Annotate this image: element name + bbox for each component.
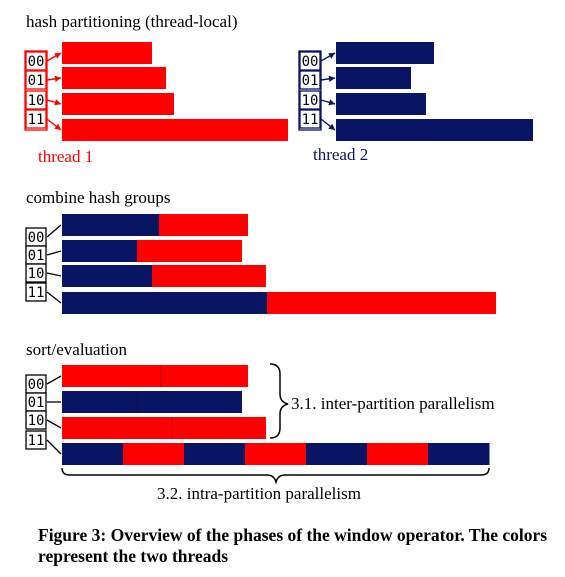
partition-key-box [299,90,321,110]
section2-title: combine hash groups [26,188,170,207]
partition-bar [62,119,288,141]
intra-segment [306,443,368,465]
partition-key-label: 00 [28,377,45,393]
partition-key-label: 11 [28,112,45,128]
inter-partition-label: 3.1. inter-partition parallelism [291,394,495,413]
hash-partitioning-section: 00 01 10 11 00 01 10 11 [24,42,533,141]
sorted-partition-bar [62,365,248,387]
combined-bar-thread2 [62,240,137,262]
partition-key-label: 00 [28,54,45,70]
partition-bar [62,67,166,89]
sorted-partition-bar [62,391,242,413]
partition-key-label: 00 [28,230,45,246]
partition-key-box [25,90,47,110]
thread-key-group [298,50,322,131]
partition-key-box [25,282,47,302]
section3-title: sort/evaluation [26,340,128,359]
partition-key-label: 11 [302,112,319,128]
intra-partition-label: 3.2. intra-partition parallelism [157,484,361,503]
connector-line [46,375,62,385]
intra-segment [184,443,246,465]
partition-key-box [25,109,47,129]
combined-bar-thread1 [159,214,248,236]
figure-caption: Figure 3: Overview of the phases of the … [38,525,548,566]
section1-title: hash partitioning (thread-local) [26,12,237,31]
intra-segment [62,443,124,465]
combined-bar-thread1 [137,240,242,262]
arrow-head [328,99,335,106]
partition-key-label: 10 [28,266,45,282]
arrow-head [54,53,61,59]
partition-bar [336,119,533,141]
intra-segment [123,443,185,465]
combined-bar-thread2 [62,292,267,314]
combine-hash-groups-section: 00 01 10 11 [25,214,496,314]
arrow-head [54,75,61,83]
window-operator-diagram: hash partitioning (thread-local) 00 01 10 1… [24,12,533,503]
combined-bar-thread2 [62,214,159,236]
partition-key-box [299,109,321,129]
thread2-label: thread 2 [313,145,368,164]
connector-line [46,419,62,429]
sorted-partition-bar [62,417,266,439]
partition-key-box [25,410,47,430]
partition-bar [336,93,426,115]
connector-line [46,439,62,455]
connector-line [46,250,62,256]
partition-key-label: 10 [28,93,45,109]
combined-bar-thread1 [267,292,496,314]
sort-evaluation-section: 00 01 10 11 [25,363,490,485]
intra-segment [428,443,490,465]
partition-key-box [25,263,47,283]
partition-key-box [25,70,47,90]
partition-key-label: 10 [28,413,45,429]
partition-key-label: 11 [28,285,45,301]
arrow-head [328,75,335,83]
partition-bar [336,42,434,64]
thread1-label: thread 1 [38,147,93,166]
partition-key-label: 01 [302,73,319,89]
partition-key-label: 01 [28,395,45,411]
intra-partition-brace [61,467,490,485]
connector-line [46,291,62,304]
arrow-head [328,53,335,59]
partition-key-label: 01 [28,73,45,89]
partition-bar [336,67,411,89]
thread-key-group [24,50,48,131]
partition-key-label: 01 [28,248,45,264]
partition-bar [62,93,174,115]
partition-key-box [25,430,47,450]
arrow-head [54,123,61,130]
connector-line [46,224,62,238]
combined-bar-thread1 [152,265,266,287]
partition-key-label: 10 [302,93,319,109]
partition-key-label: 00 [302,54,319,70]
intra-segment [367,443,429,465]
inter-partition-brace [269,363,289,439]
partition-key-box [25,51,47,71]
partition-key-label: 11 [28,433,45,449]
partition-key-box [299,70,321,90]
intra-segment [245,443,307,465]
combined-bar-thread2 [62,265,152,287]
partition-key-box [299,51,321,71]
arrow-head [328,123,335,130]
arrow-head [54,99,61,106]
partition-bar [62,42,152,64]
connector-line [46,272,62,277]
